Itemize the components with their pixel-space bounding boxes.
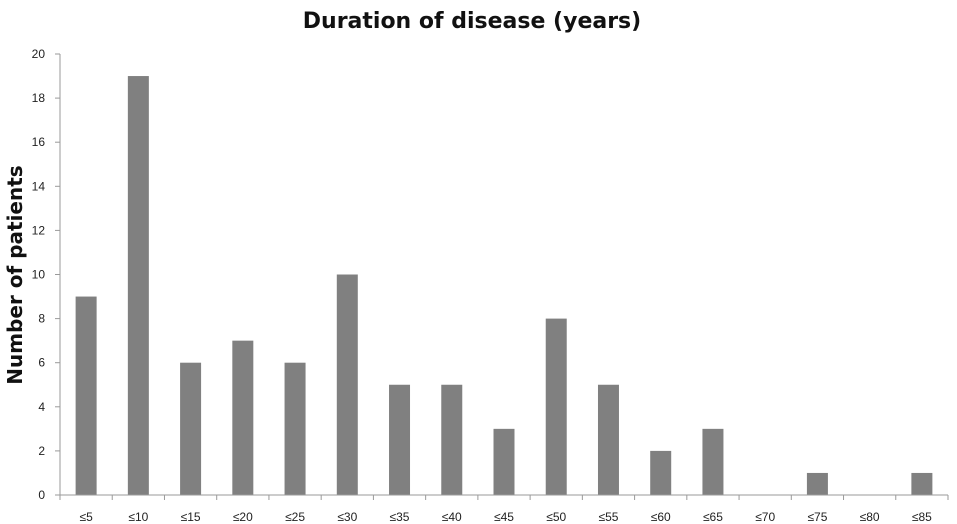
x-tick-label: ≤75 <box>807 510 827 524</box>
bar <box>702 428 724 495</box>
y-tick-label: 12 <box>32 223 46 237</box>
bar <box>597 384 619 495</box>
x-axis-ticks: ≤5 ≤10 ≤15 ≤20 ≤25 ≤30 ≤35 ≤40 ≤45 ≤50 ≤55 ≤60 ≤65 ≤7… <box>59 495 949 524</box>
bar <box>75 296 97 495</box>
bar <box>650 450 672 495</box>
x-tick-label: ≤55 <box>599 510 619 524</box>
x-tick-label: ≤70 <box>755 510 775 524</box>
x-tick-label: ≤5 <box>79 510 93 524</box>
x-tick-label: ≤10 <box>128 510 148 524</box>
y-tick-label: 0 <box>38 488 45 502</box>
bar <box>911 472 933 495</box>
x-tick-label: ≤50 <box>546 510 566 524</box>
y-tick-label: 14 <box>32 179 46 193</box>
bars <box>75 76 933 496</box>
x-tick-label: ≤30 <box>337 510 357 524</box>
y-tick-label: 6 <box>38 356 45 370</box>
y-tick-label: 16 <box>32 135 46 149</box>
bar <box>127 76 149 496</box>
x-tick-label: ≤60 <box>651 510 671 524</box>
bar <box>232 340 254 495</box>
x-tick-label: ≤25 <box>285 510 305 524</box>
x-tick-label: ≤65 <box>703 510 723 524</box>
chart-title: Duration of disease (years) <box>303 9 641 34</box>
bar <box>545 318 567 495</box>
x-tick-label: ≤40 <box>442 510 462 524</box>
x-tick-label: ≤20 <box>233 510 253 524</box>
x-tick-label: ≤45 <box>494 510 514 524</box>
y-tick-label: 2 <box>38 444 45 458</box>
bar <box>180 362 202 495</box>
x-tick-label: ≤15 <box>181 510 201 524</box>
bar <box>806 472 828 495</box>
bar <box>493 428 515 495</box>
y-tick-label: 10 <box>32 268 46 282</box>
y-tick-label: 8 <box>38 312 45 326</box>
y-tick-label: 18 <box>32 91 46 105</box>
bar <box>336 274 358 495</box>
y-tick-label: 4 <box>38 400 45 414</box>
y-axis-ticks: 0 2 4 6 8 10 12 14 16 18 20 <box>32 47 60 502</box>
y-axis-label: Number of patients <box>3 165 27 384</box>
bar <box>441 384 463 495</box>
x-tick-label: ≤80 <box>860 510 880 524</box>
y-tick-label: 20 <box>32 47 46 61</box>
bar <box>389 384 411 495</box>
x-tick-label: ≤85 <box>912 510 932 524</box>
x-tick-label: ≤35 <box>390 510 410 524</box>
bar <box>284 362 306 495</box>
